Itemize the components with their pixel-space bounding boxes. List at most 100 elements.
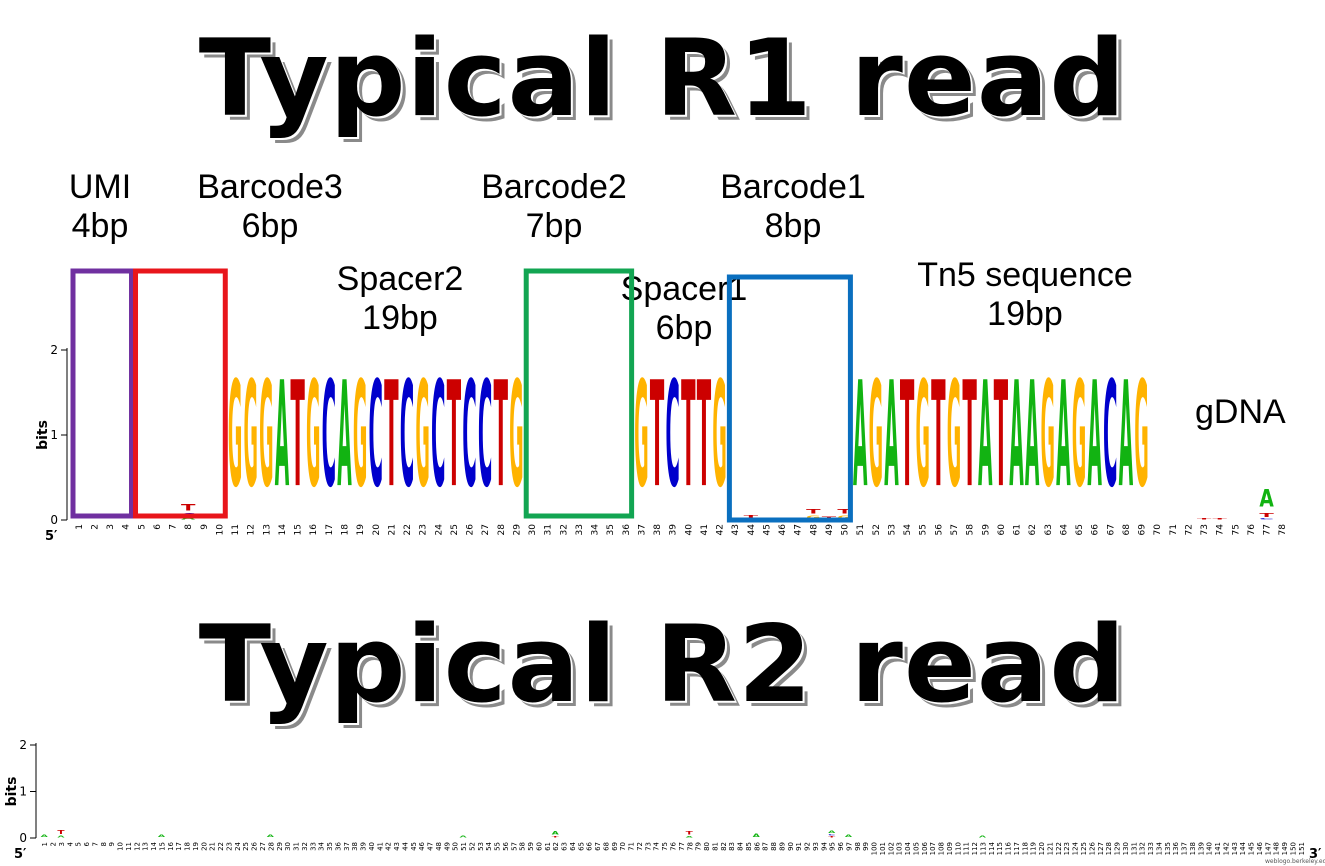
r1-position-label: 1: [75, 524, 85, 530]
r1-position-label: 16: [309, 524, 319, 536]
r1-position-label: 8: [184, 524, 194, 530]
r2-y-tick-label: 2: [19, 738, 27, 752]
r2-position-label: 57: [510, 842, 518, 851]
r1-position-label: 74: [1216, 524, 1226, 536]
r1-position-label: 57: [950, 524, 960, 535]
r1-letter-c: C: [1259, 518, 1273, 520]
r2-position-label: 110: [954, 842, 962, 855]
r1-letter-c: C: [400, 352, 414, 520]
r2-position-label: 123: [1063, 842, 1071, 855]
r1-letter-a: A: [337, 352, 351, 520]
r2-position-label: 78: [686, 842, 694, 851]
r2-position-label: 7: [91, 842, 99, 846]
r1-letter-g: G: [712, 352, 726, 520]
r1-position-label: 39: [669, 524, 679, 536]
r1-position-label: 21: [387, 524, 397, 535]
r2-position-label: 62: [552, 842, 560, 851]
r2-y-tick-label: 1: [19, 785, 27, 799]
r2-letter-a: A: [686, 836, 694, 838]
r2-position-label: 34: [318, 841, 326, 850]
r2-position-label: 140: [1206, 842, 1214, 855]
r1-letter-t: T: [384, 352, 398, 520]
r1-position-label: 29: [512, 524, 522, 536]
r2-position-label: 98: [854, 842, 862, 851]
r2-letter-a: A: [979, 835, 987, 838]
r2-position-label: 146: [1256, 841, 1264, 855]
r2-position-label: 91: [795, 842, 803, 851]
r2-position-label: 35: [326, 842, 334, 851]
r1-position-label: 56: [934, 524, 944, 536]
r1-position-label: 9: [200, 524, 210, 530]
r2-position-label: 89: [778, 842, 786, 851]
barcode2-box: [526, 271, 631, 516]
r2-position-label: 139: [1197, 842, 1205, 855]
r2-position-label: 143: [1231, 842, 1239, 855]
r2-position-label: 130: [1122, 842, 1130, 855]
r2-position-label: 121: [1046, 842, 1054, 855]
r2-position-label: 137: [1181, 842, 1189, 855]
r1-position-label: 65: [1075, 524, 1085, 535]
r1-position-label: 47: [794, 524, 804, 535]
r1-y-tick-label: 2: [50, 343, 58, 357]
r1-letter-g: G: [259, 352, 273, 520]
r2-position-label: 33: [309, 842, 317, 851]
r2-position-label: 37: [343, 842, 351, 851]
r2-position-label: 39: [360, 842, 368, 851]
r2-position-label: 38: [351, 842, 359, 851]
r1-position-label: 24: [434, 524, 444, 536]
r1-position-label: 32: [559, 524, 569, 535]
r2-position-label: 74: [653, 841, 661, 850]
r1-position-label: 77: [1263, 524, 1273, 535]
r1-position-label: 70: [1153, 524, 1163, 536]
r1-letter-g: G: [1134, 352, 1148, 520]
r2-position-label: 42: [385, 842, 393, 851]
r2-position-label: 8: [100, 842, 108, 846]
r2-position-label: 67: [594, 842, 602, 851]
r2-position-label: 12: [133, 842, 141, 851]
r1-position-label: 15: [294, 524, 304, 535]
r1-position-label: 49: [825, 524, 835, 536]
r2-position-label: 72: [636, 842, 644, 851]
r2-position-label: 3: [58, 842, 66, 846]
r1-position-label: 6: [153, 524, 163, 530]
r2-position-label: 46: [418, 841, 426, 850]
r2-position-label: 131: [1130, 842, 1138, 855]
r2-position-label: 133: [1147, 842, 1155, 855]
r2-position-label: 102: [887, 842, 895, 855]
r1-y-tick-label: 1: [50, 428, 58, 442]
r1-five-prime-label: 5′: [45, 529, 58, 544]
r2-position-label: 5: [75, 842, 83, 846]
r1-position-label: 23: [419, 524, 429, 535]
r1-position-label: 20: [372, 524, 382, 536]
r2-position-label: 22: [217, 842, 225, 851]
r2-position-label: 24: [234, 841, 242, 850]
r2-position-label: 20: [200, 842, 208, 851]
r2-y-tick-label: 0: [19, 831, 27, 845]
r2-position-label: 113: [979, 842, 987, 855]
r2-position-label: 90: [787, 842, 795, 851]
r2-position-label: 101: [879, 842, 887, 855]
r2-position-label: 73: [644, 842, 652, 851]
r2-position-label: 115: [996, 842, 1004, 855]
r2-letter-a: A: [158, 834, 166, 838]
r1-position-label: 46: [778, 524, 788, 536]
r1-position-label: 37: [637, 524, 647, 535]
r1-letter-c: C: [369, 352, 383, 520]
r1-position-label: 53: [887, 524, 897, 535]
r1-position-label: 58: [966, 524, 976, 536]
r2-position-label: 141: [1214, 842, 1222, 855]
r1-position-label: 73: [1200, 524, 1210, 535]
r1-letter-a: A: [978, 352, 992, 520]
r2-position-label: 40: [368, 842, 376, 851]
r2-letter-a: A: [552, 831, 560, 836]
r2-position-label: 135: [1164, 842, 1172, 855]
r2-position-label: 94: [820, 841, 828, 850]
r2-position-label: 52: [468, 842, 476, 851]
r2-position-label: 128: [1105, 842, 1113, 855]
r2-position-label: 11: [125, 842, 133, 851]
r1-position-label: 51: [856, 524, 866, 535]
r1-letter-a: A: [1056, 352, 1070, 520]
r1-letter-g: G: [353, 352, 367, 520]
r1-letter-g: G: [916, 352, 930, 520]
r1-position-label: 64: [1059, 524, 1069, 536]
